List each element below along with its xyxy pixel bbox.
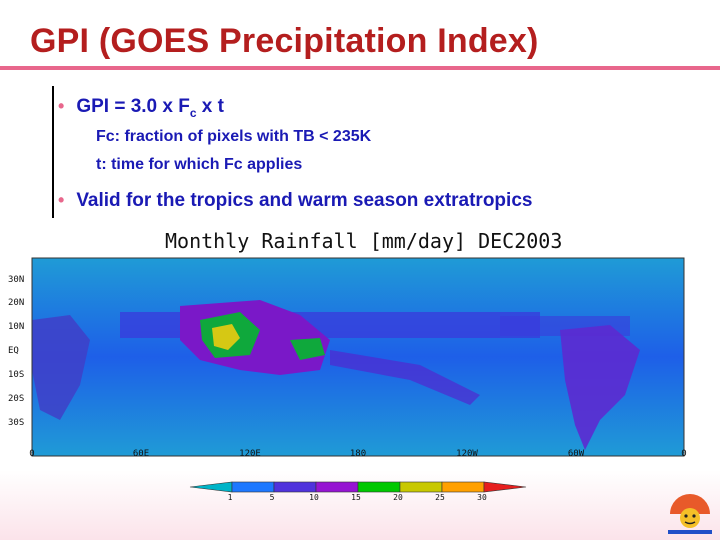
lon-label: 120W <box>456 449 478 459</box>
rainfall-map-svg: Monthly Rainfall [mm/day] DEC2003 30N 20… <box>8 229 687 502</box>
colorbar-segment <box>483 481 527 493</box>
colorbar-segment <box>189 481 233 493</box>
colorbar-segment <box>357 481 401 493</box>
colorbar-segment <box>273 481 317 493</box>
content-left-rule <box>52 86 54 218</box>
lon-label: 0 <box>681 449 686 459</box>
colorbar-ticks: 1 5 10 15 20 25 30 <box>228 493 487 502</box>
lon-label: 180 <box>350 449 366 459</box>
rain-cell-east <box>290 338 325 360</box>
lat-axis: 30N 20N 10N EQ 10S 20S 30S <box>8 275 24 428</box>
colorbar-segment <box>315 481 359 493</box>
title-divider <box>0 66 720 70</box>
map-title: Monthly Rainfall [mm/day] DEC2003 <box>165 229 562 253</box>
lat-label: 10N <box>8 322 24 332</box>
colorbar-tick: 20 <box>393 493 403 500</box>
spcz-band <box>330 350 480 405</box>
formula-suffix: x t <box>196 96 224 117</box>
extreme-rain-region <box>212 324 240 350</box>
bullet-dot-icon: • <box>58 96 65 116</box>
map-border <box>31 257 685 457</box>
footer-gradient <box>0 470 720 540</box>
lat-label: 20S <box>8 394 24 404</box>
lat-label: 20N <box>8 298 24 308</box>
africa-rain <box>32 315 90 420</box>
colorbar-tick: 25 <box>435 493 445 500</box>
bullet-validity: • Valid for the tropics and warm season e… <box>58 190 532 212</box>
sub-bullet-t: t: time for which Fc applies <box>96 156 303 173</box>
colorbar <box>189 481 527 493</box>
lon-label: 120E <box>239 449 261 459</box>
colorbar-tick: 1 <box>228 493 233 500</box>
lon-label: 60W <box>568 449 585 459</box>
lon-axis: 0 60E 120E 180 120W 60W 0 <box>29 449 686 459</box>
lon-label: 60E <box>133 449 149 459</box>
colorbar-segment <box>399 481 443 493</box>
bullet-gpi-formula: • GPI = 3.0 x Fc x t <box>58 96 224 120</box>
lat-label: EQ <box>8 346 19 356</box>
colorbar-tick: 10 <box>309 493 319 500</box>
bullet-dot-icon: • <box>58 190 65 210</box>
rainfall-map-figure: Monthly Rainfall [mm/day] DEC2003 30N 20… <box>0 220 690 502</box>
formula-subscript: c <box>189 105 197 120</box>
colorbar-tick: 15 <box>351 493 361 500</box>
formula-prefix: GPI = 3.0 x F <box>76 96 190 117</box>
lat-label: 30N <box>8 275 24 285</box>
south-america-rain <box>560 325 640 450</box>
colorbar-tick: 5 <box>270 493 275 500</box>
lon-label: 0 <box>29 449 34 459</box>
colorbar-segment <box>441 481 485 493</box>
mascot-logo-icon <box>668 494 712 534</box>
validity-text: Valid for the tropics and warm season ex… <box>76 190 533 211</box>
page-title: GPI (GOES Precipitation Index) <box>30 22 539 60</box>
colorbar-tick: 30 <box>477 493 487 500</box>
lat-label: 30S <box>8 418 24 428</box>
lat-label: 10S <box>8 370 24 380</box>
sub-bullet-fc: Fc: fraction of pixels with TB < 235K <box>96 128 372 145</box>
colorbar-segment <box>231 481 275 493</box>
